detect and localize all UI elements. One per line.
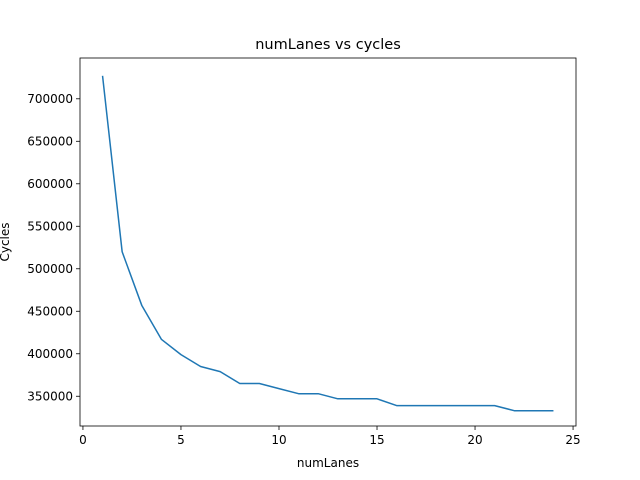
x-axis-label: numLanes — [297, 456, 359, 470]
series-layer — [101, 75, 554, 412]
y-tick-label: 550000 — [27, 219, 73, 233]
y-tick-label: 450000 — [27, 304, 73, 318]
x-tick-label: 10 — [271, 433, 286, 447]
series-line-0 — [101, 75, 554, 412]
y-tick-label: 400000 — [27, 347, 73, 361]
y-tick-label: 700000 — [27, 92, 73, 106]
y-tick-label: 500000 — [27, 262, 73, 276]
chart-title: numLanes vs cycles — [255, 37, 401, 53]
x-tick-label: 5 — [177, 433, 185, 447]
y-tick-label: 600000 — [27, 177, 73, 191]
plot-frame — [79, 57, 577, 427]
x-tick-label: 15 — [369, 433, 384, 447]
x-tick-label: 0 — [79, 433, 87, 447]
y-axis-label: Cycles — [0, 222, 12, 261]
x-tick-label: 20 — [467, 433, 482, 447]
y-tick-label: 650000 — [27, 134, 73, 148]
x-tick-label: 25 — [565, 433, 580, 447]
axis-ticks: 0 5 10 15 20 25 350000 400000 450000 500000 550000… — [27, 92, 581, 447]
y-tick-label: 350000 — [27, 389, 73, 403]
